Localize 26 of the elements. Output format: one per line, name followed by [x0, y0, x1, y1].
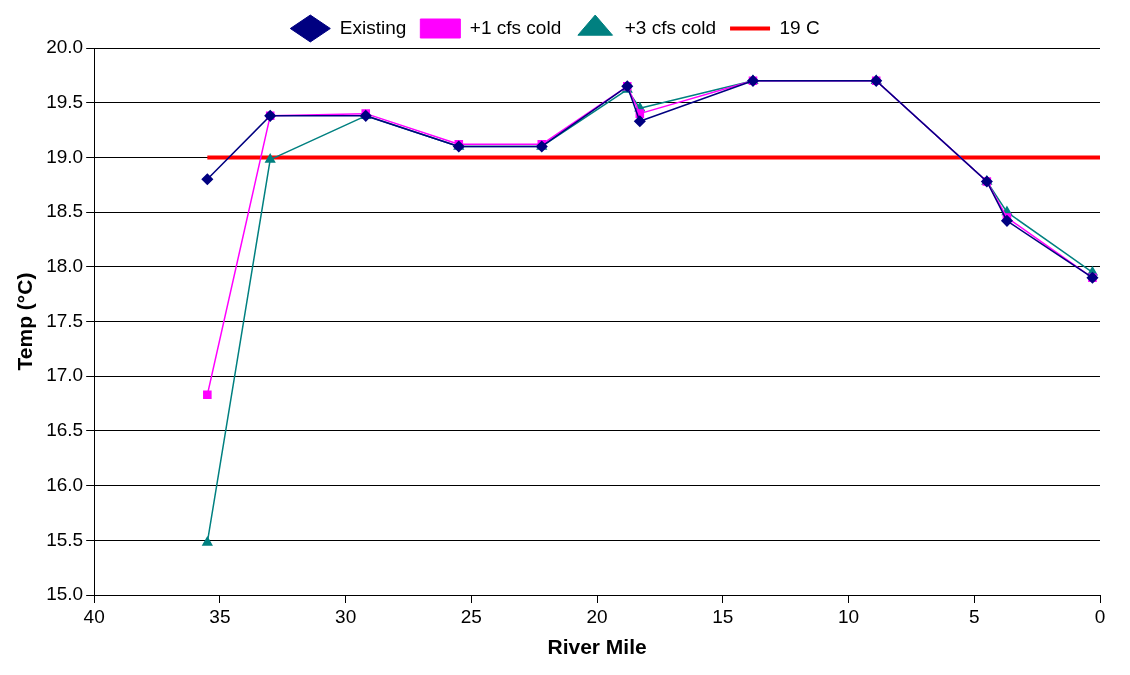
- y-tick-label: 19.0: [46, 145, 84, 167]
- x-tick-label: 10: [837, 605, 860, 627]
- y-tick-label: 16.5: [46, 419, 84, 441]
- legend-label: Existing: [339, 16, 407, 38]
- y-tick-label: 17.5: [46, 309, 84, 331]
- y-tick-label: 18.5: [46, 200, 84, 222]
- legend-label: 19 C: [779, 16, 820, 38]
- x-tick-label: 25: [460, 605, 482, 627]
- x-tick-label: 30: [335, 605, 357, 627]
- y-tick-label: 19.5: [46, 90, 84, 112]
- y-tick-label: 17.0: [46, 364, 84, 386]
- y-tick-label: 16.0: [46, 473, 84, 495]
- x-tick-label: 20: [586, 605, 608, 627]
- y-tick-label: 20.0: [46, 36, 84, 58]
- x-tick-label: 15: [712, 605, 734, 627]
- y-axis-title: Temp (°C): [13, 272, 37, 371]
- legend-label: +3 cfs cold: [624, 16, 717, 38]
- x-tick-label: 35: [209, 605, 231, 627]
- y-tick-label: 15.5: [46, 528, 84, 550]
- y-tick-label: 18.0: [46, 255, 84, 277]
- legend-label: +1 cfs cold: [469, 16, 562, 38]
- y-tick-label: 15.0: [46, 583, 84, 605]
- x-axis-title: River Mile: [547, 635, 647, 659]
- x-tick-label: 40: [83, 605, 105, 627]
- x-tick-label: 0: [1094, 605, 1106, 627]
- x-tick-label: 5: [968, 605, 980, 627]
